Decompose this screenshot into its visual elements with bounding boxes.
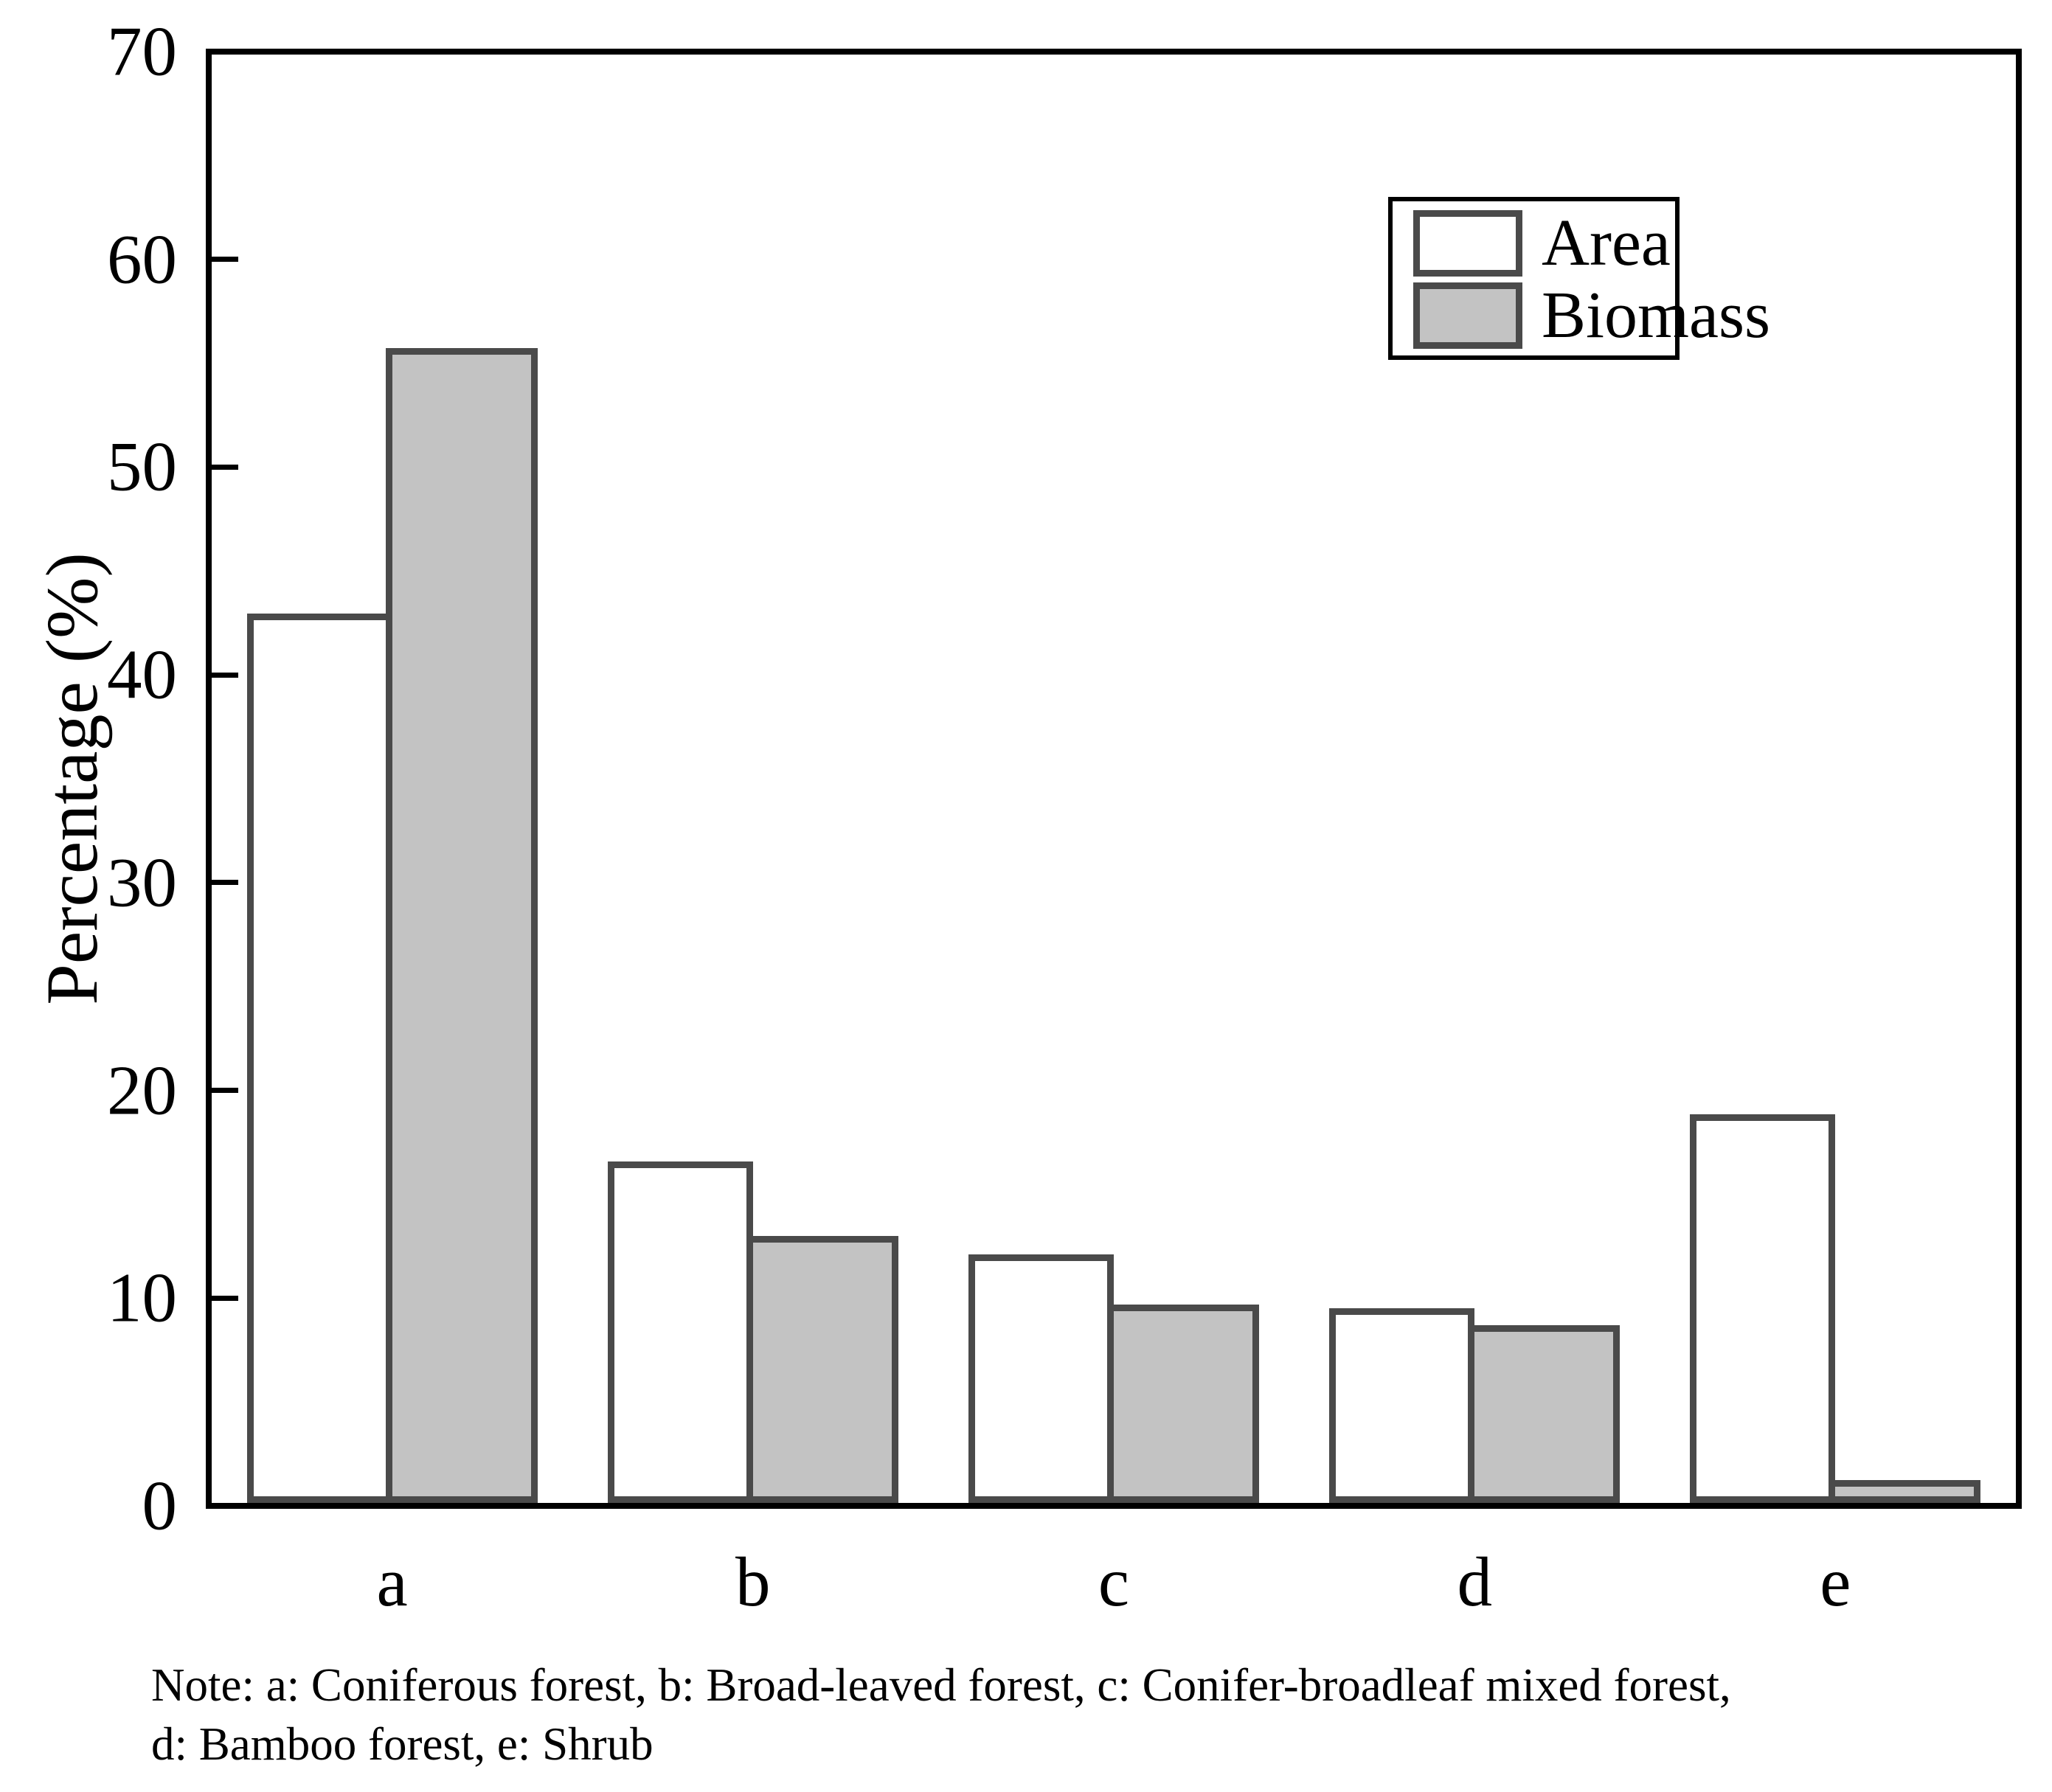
bar-area-c <box>968 1254 1114 1503</box>
plot-area <box>206 49 2022 1509</box>
y-tick-label: 10 <box>107 1258 177 1337</box>
x-tick-label-e: e <box>1820 1543 1851 1621</box>
x-tick-label-c: c <box>1098 1543 1130 1621</box>
y-tick-label: 70 <box>107 12 177 91</box>
y-tick-label: 30 <box>107 843 177 922</box>
y-tick-mark <box>212 257 238 263</box>
x-tick-label-a: a <box>376 1543 408 1621</box>
bar-biomass-a <box>385 348 538 1503</box>
legend-item-area: Area <box>1413 207 1675 279</box>
y-tick-label: 40 <box>107 635 177 714</box>
legend-biomass-swatch <box>1413 282 1522 349</box>
y-tick-mark <box>212 464 238 470</box>
bar-biomass-c <box>1107 1304 1259 1503</box>
bar-area-a <box>246 613 392 1503</box>
chart-note-line2: d: Bamboo forest, e: Shrub <box>151 1718 654 1770</box>
x-tick-label-b: b <box>735 1543 771 1621</box>
x-tick-label-d: d <box>1457 1543 1492 1621</box>
legend: Area Biomass <box>1388 197 1770 360</box>
y-tick-label: 60 <box>107 220 177 299</box>
bar-area-d <box>1329 1308 1475 1503</box>
chart-note: Note: a: Coniferous forest, b: Broad-lea… <box>151 1656 1980 1774</box>
legend-area-label: Area <box>1542 206 1671 279</box>
legend-biomass-label: Biomass <box>1542 279 1771 352</box>
legend-item-biomass: Biomass <box>1413 279 1770 352</box>
legend-area-swatch <box>1413 210 1522 277</box>
y-tick-label: 20 <box>107 1051 177 1130</box>
y-tick-label: 0 <box>142 1466 178 1545</box>
bar-area-e <box>1690 1114 1836 1503</box>
y-tick-mark <box>212 672 238 678</box>
bar-area-b <box>607 1161 753 1503</box>
y-tick-mark <box>212 1295 238 1301</box>
bar-biomass-e <box>1829 1480 1981 1503</box>
y-tick-mark <box>212 880 238 886</box>
bar-biomass-b <box>746 1236 898 1503</box>
y-tick-mark <box>212 1088 238 1094</box>
bar-biomass-d <box>1468 1324 1621 1503</box>
chart-note-line1: Note: a: Coniferous forest, b: Broad-lea… <box>151 1659 1731 1711</box>
y-tick-label: 50 <box>107 427 177 506</box>
